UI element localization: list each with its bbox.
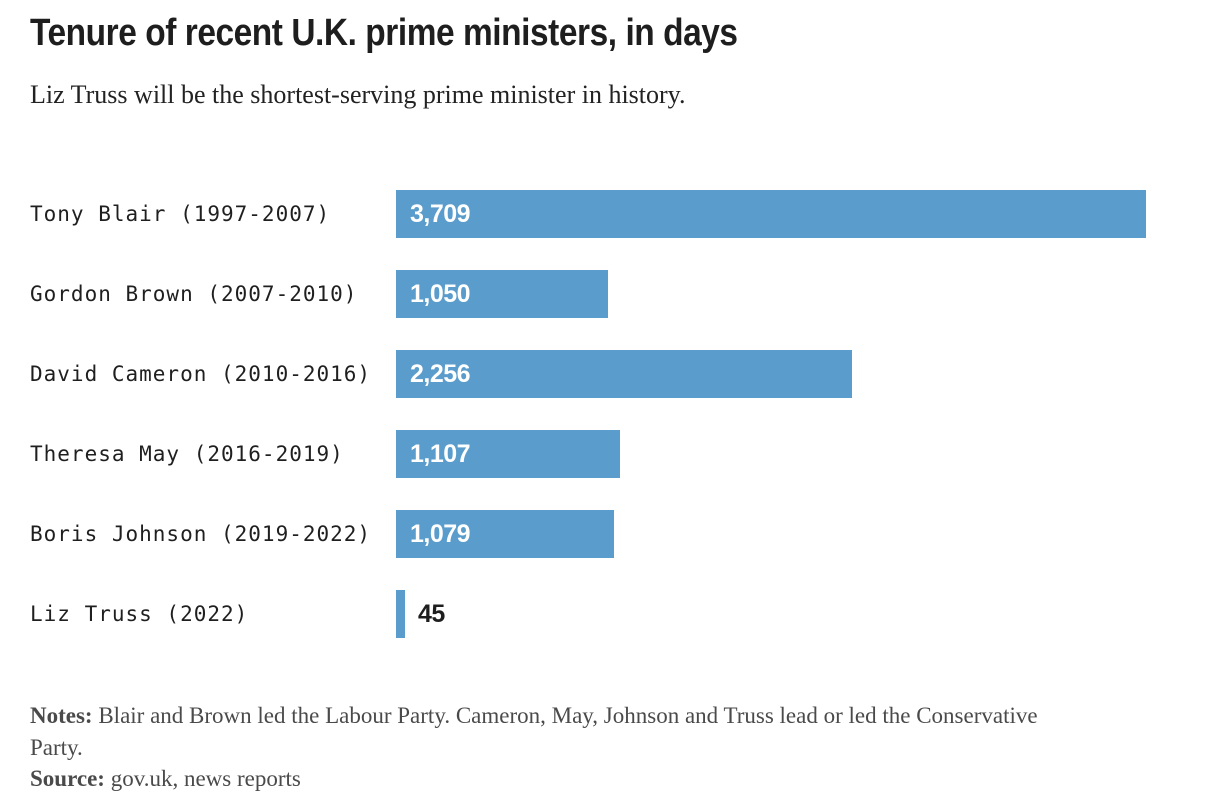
category-label: Tony Blair (1997-2007) <box>30 202 331 226</box>
chart-row: Tony Blair (1997-2007) 3,709 <box>30 190 1180 238</box>
chart-notes: Notes: Blair and Brown led the Labour Pa… <box>30 700 1060 764</box>
chart-row: Gordon Brown (2007-2010) 1,050 <box>30 270 1180 318</box>
chart-source: Source: gov.uk, news reports <box>30 766 301 792</box>
chart-row: David Cameron (2010-2016) 2,256 <box>30 350 1180 398</box>
chart-row: Boris Johnson (2019-2022) 1,079 <box>30 510 1180 558</box>
bar-area: 45 <box>396 590 1180 638</box>
bar: 1,050 <box>396 270 608 318</box>
chart-row: Theresa May (2016-2019) 1,107 <box>30 430 1180 478</box>
bar-value-label: 45 <box>418 599 445 628</box>
bar-value-label: 3,709 <box>410 199 471 228</box>
bar-area: 3,709 <box>396 190 1180 238</box>
bar-value-label: 1,079 <box>410 519 471 548</box>
category-label: David Cameron (2010-2016) <box>30 362 372 386</box>
bar-area: 1,107 <box>396 430 1180 478</box>
notes-text: Blair and Brown led the Labour Party. Ca… <box>30 703 1038 760</box>
source-label: Source: <box>30 766 105 791</box>
chart-subtitle: Liz Truss will be the shortest-serving p… <box>30 80 686 109</box>
bar <box>396 590 405 638</box>
bar-value-label: 1,107 <box>410 439 471 468</box>
chart-title: Tenure of recent U.K. prime ministers, i… <box>30 12 738 54</box>
bar-chart: Tony Blair (1997-2007) 3,709 Gordon Brow… <box>30 190 1180 638</box>
category-label: Gordon Brown (2007-2010) <box>30 282 358 306</box>
category-label: Theresa May (2016-2019) <box>30 442 344 466</box>
chart-row: Liz Truss (2022) 45 <box>30 590 1180 638</box>
bar-value-label: 2,256 <box>410 359 471 388</box>
bar: 1,079 <box>396 510 614 558</box>
bar: 3,709 <box>396 190 1146 238</box>
bar-area: 2,256 <box>396 350 1180 398</box>
bar-value-label: 1,050 <box>410 279 471 308</box>
bar-area: 1,050 <box>396 270 1180 318</box>
category-label: Boris Johnson (2019-2022) <box>30 522 372 546</box>
bar: 2,256 <box>396 350 852 398</box>
source-text: gov.uk, news reports <box>110 766 301 791</box>
category-label: Liz Truss (2022) <box>30 602 249 626</box>
bar-area: 1,079 <box>396 510 1180 558</box>
notes-label: Notes: <box>30 703 93 728</box>
bar: 1,107 <box>396 430 620 478</box>
